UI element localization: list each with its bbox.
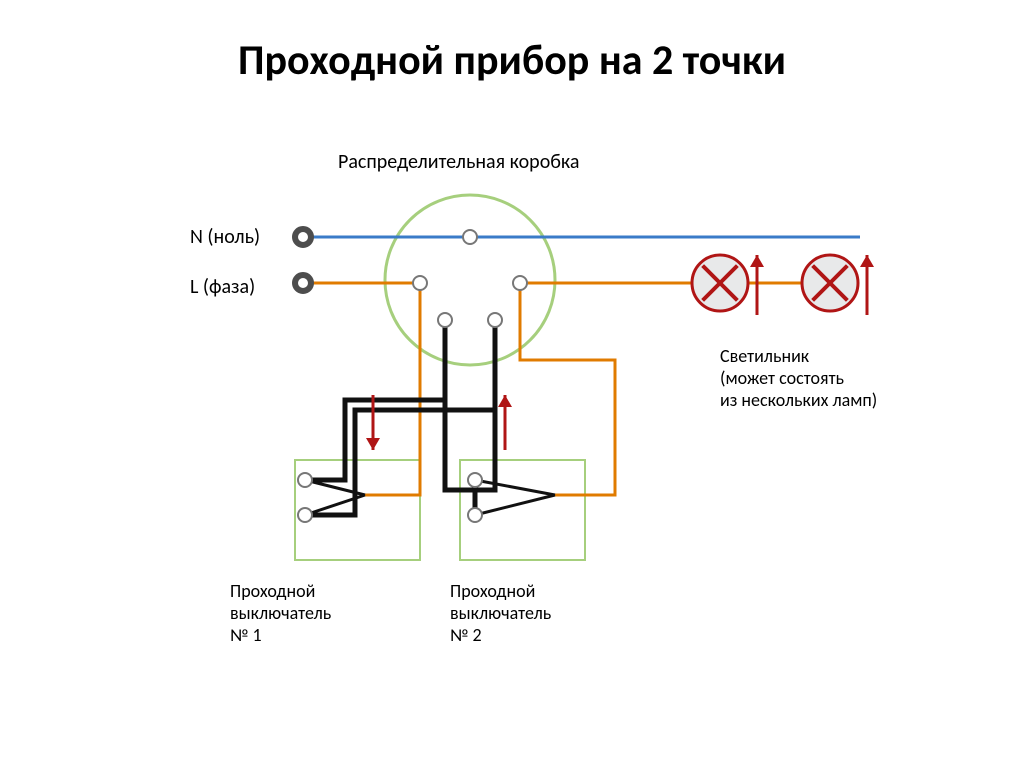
wiring-diagram (0, 0, 1024, 767)
